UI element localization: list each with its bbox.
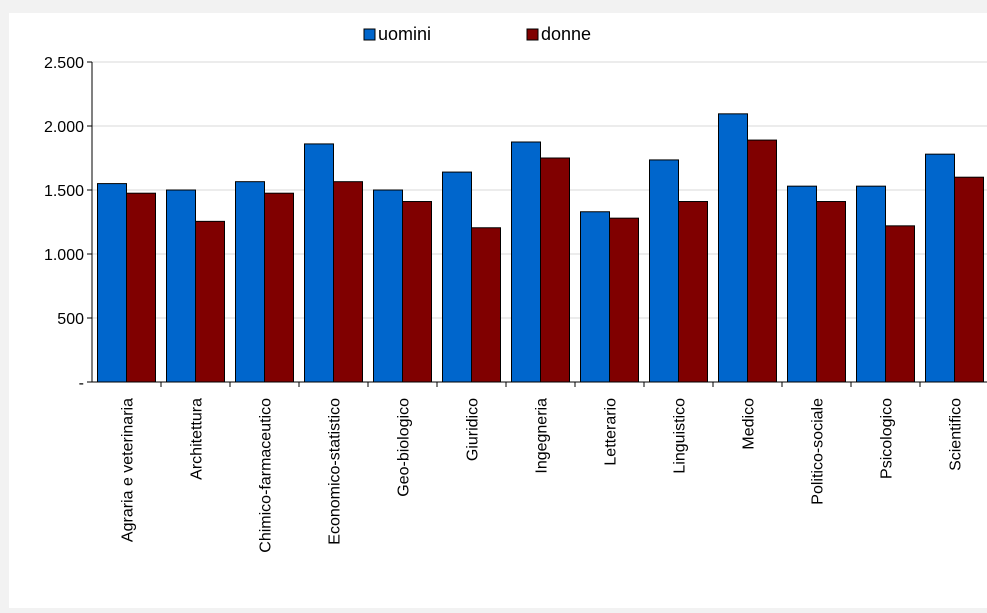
x-tick-label: Chimico-farmaceutico: [258, 398, 275, 553]
bar-donne: [127, 193, 156, 382]
bar-donne: [196, 221, 225, 382]
bar-uomini: [305, 144, 334, 382]
x-tick-label: Geo-biologico: [396, 398, 413, 497]
bars: [98, 114, 984, 382]
bar-uomini: [167, 190, 196, 382]
x-tick-label: Linguistico: [672, 398, 689, 474]
x-tick-label: Ingegneria: [534, 398, 551, 474]
legend-label-donne: donne: [541, 24, 591, 44]
bar-donne: [679, 202, 708, 382]
x-tick-label: Psicologico: [879, 398, 896, 479]
bar-donne: [541, 158, 570, 382]
bar-donne: [334, 182, 363, 382]
x-tick-label: Scientifico: [948, 398, 965, 471]
x-axis-ticks: Agraria e veterinaria Architettura Chimico…: [120, 382, 987, 553]
bar-uomini: [581, 212, 610, 382]
legend-label-uomini: uomini: [378, 24, 431, 44]
bar-uomini: [98, 184, 127, 382]
y-tick-label: 500: [57, 311, 84, 328]
x-tick-label: Economico-statistico: [327, 398, 344, 545]
y-tick-label: -: [79, 375, 84, 392]
bar-chart: - 500 1.000 1.500 2.000 2.500 Agraria e veter…: [9, 13, 987, 608]
x-tick-label: Medico: [741, 398, 758, 450]
chart-area: - 500 1.000 1.500 2.000 2.500 Agraria e veter…: [9, 13, 987, 608]
x-tick-label: Architettura: [189, 398, 206, 480]
bar-uomini: [374, 190, 403, 382]
y-tick-label: 2.500: [44, 55, 84, 72]
x-tick-label: Politico-sociale: [810, 398, 827, 505]
y-tick-label: 1.500: [44, 183, 84, 200]
bar-donne: [403, 202, 432, 382]
y-tick-label: 2.000: [44, 119, 84, 136]
bar-donne: [472, 228, 501, 382]
bar-uomini: [719, 114, 748, 382]
bar-donne: [886, 226, 915, 382]
bar-uomini: [443, 172, 472, 382]
legend-swatch-donne: [527, 29, 538, 40]
bar-donne: [817, 202, 846, 382]
y-tick-label: 1.000: [44, 247, 84, 264]
bar-uomini: [926, 154, 955, 382]
x-tick-label: Giuridico: [465, 398, 482, 461]
bar-donne: [955, 177, 984, 382]
bar-uomini: [236, 182, 265, 382]
y-axis-ticks: - 500 1.000 1.500 2.000 2.500: [44, 55, 92, 392]
legend: uomini donne: [364, 24, 591, 44]
bar-uomini: [857, 186, 886, 382]
bar-uomini: [512, 142, 541, 382]
bar-uomini: [650, 160, 679, 382]
x-tick-label: Agraria e veterinaria: [120, 398, 137, 542]
bar-donne: [748, 140, 777, 382]
bar-donne: [610, 218, 639, 382]
x-tick-label: Letterario: [603, 398, 620, 466]
bar-uomini: [788, 186, 817, 382]
legend-swatch-uomini: [364, 29, 375, 40]
bar-donne: [265, 193, 294, 382]
